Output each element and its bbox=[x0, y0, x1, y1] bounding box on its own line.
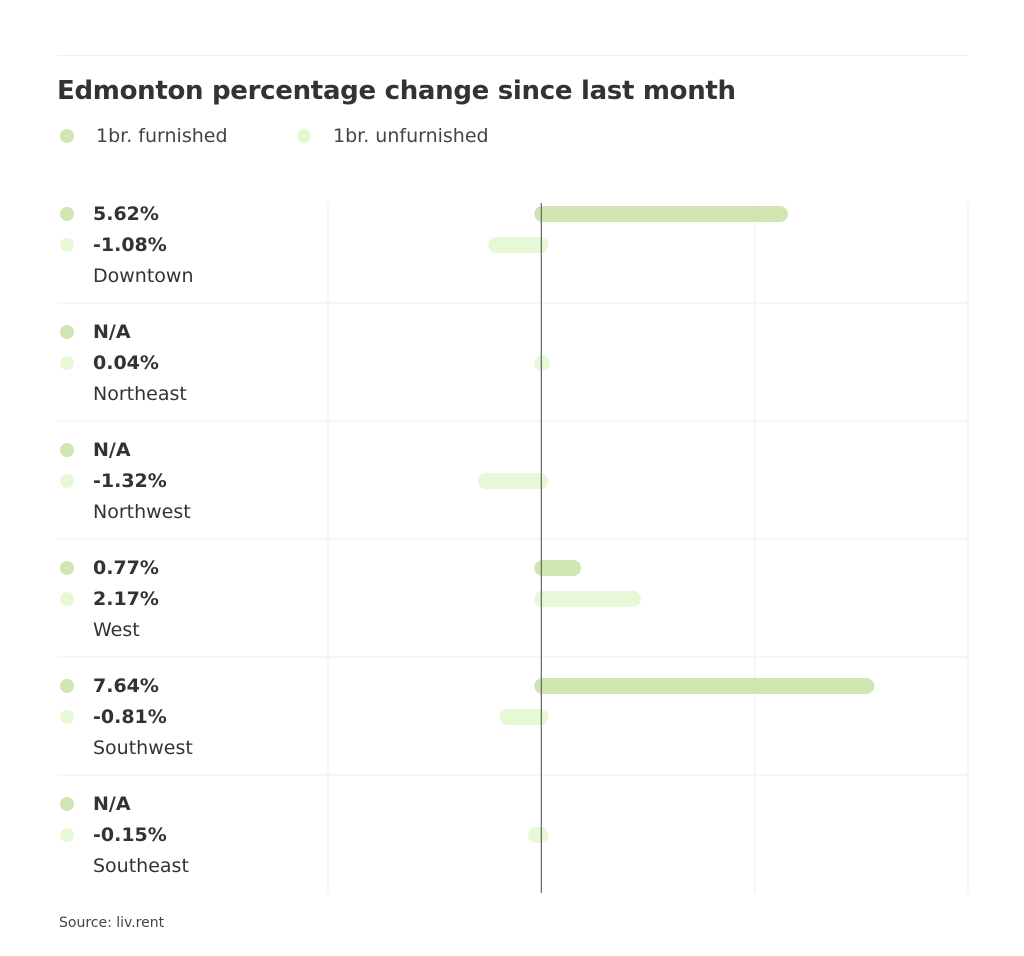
bar-unfurnished-west bbox=[534, 591, 641, 607]
dot-icon bbox=[60, 709, 74, 724]
bar-unfurnished-downtown bbox=[488, 237, 549, 253]
value-label-furnished: N/A bbox=[60, 316, 320, 347]
value-label-unfurnished: -0.15% bbox=[60, 819, 320, 850]
dot-icon bbox=[60, 206, 74, 221]
dot-icon bbox=[60, 355, 74, 370]
category-label-group: N/A -0.15% Southeast bbox=[60, 788, 320, 881]
value-text: 0.04% bbox=[93, 351, 159, 374]
value-label-furnished: 0.77% bbox=[60, 552, 320, 583]
category-label-group: 5.62% -1.08% Downtown bbox=[60, 198, 320, 291]
value-label-unfurnished: 0.04% bbox=[60, 347, 320, 378]
dot-icon bbox=[60, 827, 74, 842]
dot-icon bbox=[60, 237, 74, 252]
category-label: Downtown bbox=[93, 264, 194, 287]
value-label-furnished: N/A bbox=[60, 434, 320, 465]
legend-label: 1br. unfurnished bbox=[333, 125, 489, 147]
category-label-group: 0.77% 2.17% West bbox=[60, 552, 320, 645]
bar-unfurnished-northeast bbox=[534, 355, 551, 371]
legend-dot-icon bbox=[297, 129, 311, 143]
category-label-group: N/A -1.32% Northwest bbox=[60, 434, 320, 527]
bar-unfurnished-southeast bbox=[527, 827, 549, 843]
category-label: West bbox=[93, 618, 140, 641]
value-label-furnished: 7.64% bbox=[60, 670, 320, 701]
legend-unfurnished: 1br. unfurnished bbox=[297, 125, 489, 147]
value-text: -0.81% bbox=[93, 705, 167, 728]
value-text: -0.15% bbox=[93, 823, 167, 846]
dot-icon bbox=[60, 560, 74, 575]
value-label-furnished: N/A bbox=[60, 788, 320, 819]
value-text: 0.77% bbox=[93, 556, 159, 579]
category-label: Southwest bbox=[93, 736, 193, 759]
category-label-group: 7.64% -0.81% Southwest bbox=[60, 670, 320, 763]
category-label-group: N/A 0.04% Northeast bbox=[60, 316, 320, 409]
divider bbox=[57, 55, 968, 56]
bar-furnished-west bbox=[534, 560, 582, 576]
legend-label: 1br. furnished bbox=[96, 125, 228, 147]
dot-icon bbox=[60, 796, 74, 811]
value-text: -1.08% bbox=[93, 233, 167, 256]
dot-icon bbox=[60, 442, 74, 457]
dot-icon bbox=[60, 591, 74, 606]
value-text: N/A bbox=[93, 792, 131, 815]
value-text: 2.17% bbox=[93, 587, 159, 610]
bar-unfurnished-southwest bbox=[499, 709, 549, 725]
category-label: Northeast bbox=[93, 382, 187, 405]
chart-title: Edmonton percentage change since last mo… bbox=[57, 76, 736, 106]
value-label-unfurnished: -1.08% bbox=[60, 229, 320, 260]
category-label: Southeast bbox=[93, 854, 189, 877]
source-note: Source: liv.rent bbox=[59, 915, 165, 931]
value-text: 5.62% bbox=[93, 202, 159, 225]
legend-furnished: 1br. furnished bbox=[60, 125, 228, 147]
dot-icon bbox=[60, 324, 74, 339]
value-label-unfurnished: -0.81% bbox=[60, 701, 320, 732]
value-label-unfurnished: 2.17% bbox=[60, 583, 320, 614]
category-label: Northwest bbox=[93, 500, 191, 523]
dot-icon bbox=[60, 678, 74, 693]
value-text: N/A bbox=[93, 438, 131, 461]
value-label-unfurnished: -1.32% bbox=[60, 465, 320, 496]
bar-unfurnished-northwest bbox=[478, 473, 549, 489]
value-text: -1.32% bbox=[93, 469, 167, 492]
value-text: N/A bbox=[93, 320, 131, 343]
value-text: 7.64% bbox=[93, 674, 159, 697]
bar-furnished-downtown bbox=[534, 206, 789, 222]
dot-icon bbox=[60, 473, 74, 488]
legend-dot-icon bbox=[60, 129, 74, 143]
value-label-furnished: 5.62% bbox=[60, 198, 320, 229]
bar-furnished-southwest bbox=[534, 678, 875, 694]
